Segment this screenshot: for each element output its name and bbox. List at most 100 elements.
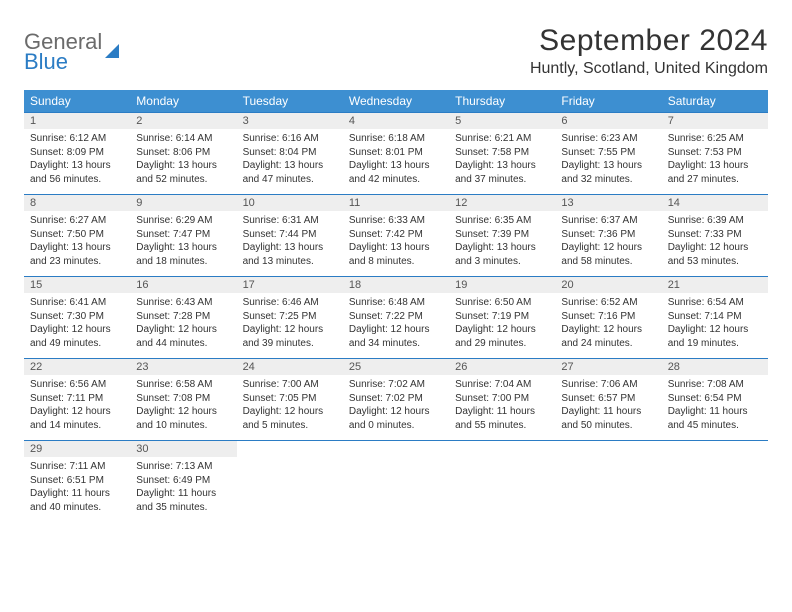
sunrise-line: Sunrise: 6:14 AM [136,132,230,146]
logo-text: General Blue [24,32,102,72]
sunset-line: Sunset: 7:33 PM [668,228,762,242]
day-number: 24 [237,359,343,376]
month-title: September 2024 [530,24,768,58]
day-number: 26 [449,359,555,376]
day-number: 6 [555,113,661,130]
sunrise-line: Sunrise: 6:12 AM [30,132,124,146]
content-row: Sunrise: 6:56 AMSunset: 7:11 PMDaylight:… [24,375,768,441]
day-number: 20 [555,277,661,294]
day-cell: Sunrise: 6:46 AMSunset: 7:25 PMDaylight:… [237,293,343,359]
day-cell: Sunrise: 6:33 AMSunset: 7:42 PMDaylight:… [343,211,449,277]
sunset-line: Sunset: 7:28 PM [136,310,230,324]
content-row: Sunrise: 6:41 AMSunset: 7:30 PMDaylight:… [24,293,768,359]
day-number: 2 [130,113,236,130]
day-cell: Sunrise: 6:27 AMSunset: 7:50 PMDaylight:… [24,211,130,277]
day-cell: Sunrise: 7:11 AMSunset: 6:51 PMDaylight:… [24,457,130,522]
day-number: 23 [130,359,236,376]
sunrise-line: Sunrise: 6:33 AM [349,214,443,228]
day-cell: Sunrise: 6:21 AMSunset: 7:58 PMDaylight:… [449,129,555,195]
daylight-line: Daylight: 13 hours and 13 minutes. [243,241,337,268]
sunrise-line: Sunrise: 7:04 AM [455,378,549,392]
sunset-line: Sunset: 7:42 PM [349,228,443,242]
day-cell [343,457,449,522]
day-cell: Sunrise: 6:12 AMSunset: 8:09 PMDaylight:… [24,129,130,195]
day-number: 29 [24,441,130,458]
day-number [449,441,555,458]
day-cell: Sunrise: 6:14 AMSunset: 8:06 PMDaylight:… [130,129,236,195]
sunset-line: Sunset: 7:00 PM [455,392,549,406]
day-number [662,441,768,458]
sunset-line: Sunset: 7:08 PM [136,392,230,406]
sunset-line: Sunset: 6:54 PM [668,392,762,406]
sunrise-line: Sunrise: 7:02 AM [349,378,443,392]
daylight-line: Daylight: 12 hours and 10 minutes. [136,405,230,432]
sunrise-line: Sunrise: 6:54 AM [668,296,762,310]
sunrise-line: Sunrise: 7:06 AM [561,378,655,392]
sunset-line: Sunset: 7:50 PM [30,228,124,242]
day-number: 30 [130,441,236,458]
daylight-line: Daylight: 12 hours and 19 minutes. [668,323,762,350]
daylight-line: Daylight: 12 hours and 34 minutes. [349,323,443,350]
day-header: Saturday [662,90,768,113]
day-number: 12 [449,195,555,212]
sunset-line: Sunset: 7:05 PM [243,392,337,406]
daylight-line: Daylight: 12 hours and 29 minutes. [455,323,549,350]
day-cell: Sunrise: 6:43 AMSunset: 7:28 PMDaylight:… [130,293,236,359]
sunset-line: Sunset: 7:58 PM [455,146,549,160]
sunset-line: Sunset: 7:22 PM [349,310,443,324]
day-number: 15 [24,277,130,294]
daylight-line: Daylight: 12 hours and 24 minutes. [561,323,655,350]
day-number: 13 [555,195,661,212]
sunset-line: Sunset: 6:51 PM [30,474,124,488]
sunrise-line: Sunrise: 6:43 AM [136,296,230,310]
day-number: 7 [662,113,768,130]
daylight-line: Daylight: 13 hours and 27 minutes. [668,159,762,186]
day-number: 21 [662,277,768,294]
sunrise-line: Sunrise: 6:18 AM [349,132,443,146]
sunset-line: Sunset: 7:25 PM [243,310,337,324]
day-number: 9 [130,195,236,212]
day-cell: Sunrise: 6:31 AMSunset: 7:44 PMDaylight:… [237,211,343,277]
day-cell: Sunrise: 6:16 AMSunset: 8:04 PMDaylight:… [237,129,343,195]
daylight-line: Daylight: 13 hours and 47 minutes. [243,159,337,186]
sunset-line: Sunset: 7:39 PM [455,228,549,242]
day-cell: Sunrise: 6:56 AMSunset: 7:11 PMDaylight:… [24,375,130,441]
daylight-line: Daylight: 12 hours and 39 minutes. [243,323,337,350]
sunrise-line: Sunrise: 6:21 AM [455,132,549,146]
sunset-line: Sunset: 8:04 PM [243,146,337,160]
day-cell: Sunrise: 6:37 AMSunset: 7:36 PMDaylight:… [555,211,661,277]
sunrise-line: Sunrise: 6:29 AM [136,214,230,228]
daylight-line: Daylight: 11 hours and 45 minutes. [668,405,762,432]
logo-triangle-icon [105,44,119,58]
sunrise-line: Sunrise: 6:52 AM [561,296,655,310]
title-block: September 2024 Huntly, Scotland, United … [530,24,768,78]
sunset-line: Sunset: 8:06 PM [136,146,230,160]
daylight-line: Daylight: 13 hours and 18 minutes. [136,241,230,268]
daylight-line: Daylight: 12 hours and 0 minutes. [349,405,443,432]
day-number [237,441,343,458]
sunrise-line: Sunrise: 7:08 AM [668,378,762,392]
sunrise-line: Sunrise: 6:56 AM [30,378,124,392]
day-cell: Sunrise: 6:18 AMSunset: 8:01 PMDaylight:… [343,129,449,195]
day-number [343,441,449,458]
day-cell: Sunrise: 7:13 AMSunset: 6:49 PMDaylight:… [130,457,236,522]
content-row: Sunrise: 6:12 AMSunset: 8:09 PM Daylight:… [24,129,768,195]
daylight-line: Daylight: 12 hours and 44 minutes. [136,323,230,350]
sunset-line: Sunset: 7:14 PM [668,310,762,324]
day-number: 14 [662,195,768,212]
calendar-table: SundayMondayTuesdayWednesdayThursdayFrid… [24,90,768,522]
day-number: 1 [24,113,130,130]
day-cell: Sunrise: 6:23 AMSunset: 7:55 PMDaylight:… [555,129,661,195]
day-number: 22 [24,359,130,376]
sunrise-line: Sunrise: 6:46 AM [243,296,337,310]
daylight-line: Daylight: 12 hours and 53 minutes. [668,241,762,268]
day-header: Tuesday [237,90,343,113]
daynum-row: 2930 [24,441,768,458]
sunrise-line: Sunrise: 6:23 AM [561,132,655,146]
day-cell: Sunrise: 6:41 AMSunset: 7:30 PMDaylight:… [24,293,130,359]
day-cell: Sunrise: 6:29 AMSunset: 7:47 PMDaylight:… [130,211,236,277]
daylight-line: Daylight: 11 hours and 40 minutes. [30,487,124,514]
sunset-line: Sunset: 8:09 PM [30,146,124,160]
sunrise-line: Sunrise: 6:27 AM [30,214,124,228]
day-header: Sunday [24,90,130,113]
